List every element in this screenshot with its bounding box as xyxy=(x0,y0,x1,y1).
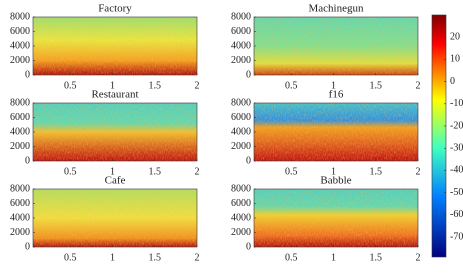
colorbar-tick-label: -70 xyxy=(450,231,463,242)
panel-title: Factory xyxy=(98,3,132,15)
y-tick-label: 0 xyxy=(25,69,30,80)
panel-title: f16 xyxy=(329,89,344,101)
y-tick-label: 2000 xyxy=(231,227,251,238)
spectrogram-grain xyxy=(254,189,418,247)
y-tick-label: 6000 xyxy=(10,112,30,123)
panel-title: Restaurant xyxy=(91,89,138,101)
colorbar-tick-label: -50 xyxy=(450,187,463,198)
panel-title: Babble xyxy=(320,175,351,187)
x-tick-label: 2 xyxy=(416,80,421,91)
y-tick-label: 0 xyxy=(25,241,30,252)
y-tick-label: 0 xyxy=(25,155,30,166)
y-tick-label: 8000 xyxy=(10,97,30,108)
x-tick-label: 1 xyxy=(110,166,115,177)
y-tick-label: 6000 xyxy=(10,26,30,37)
y-tick-label: 0 xyxy=(246,69,251,80)
spectrogram-grain xyxy=(254,103,418,161)
y-tick-label: 0 xyxy=(246,241,251,252)
y-tick-label: 6000 xyxy=(231,26,251,37)
y-tick-label: 4000 xyxy=(231,40,251,51)
y-tick-label: 8000 xyxy=(10,183,30,194)
y-tick-label: 8000 xyxy=(10,11,30,22)
panel-title: Cafe xyxy=(105,175,126,187)
x-tick-label: 1 xyxy=(110,252,115,263)
x-tick-label: 2 xyxy=(195,166,200,177)
x-tick-label: 0.5 xyxy=(64,252,77,263)
x-tick-label: 1.5 xyxy=(369,166,382,177)
x-tick-label: 1.5 xyxy=(369,80,382,91)
colorbar-tick-label: -40 xyxy=(450,165,463,176)
y-tick-label: 6000 xyxy=(10,198,30,209)
y-tick-label: 6000 xyxy=(231,112,251,123)
x-tick-label: 1 xyxy=(331,166,336,177)
x-tick-label: 1 xyxy=(331,80,336,91)
x-tick-label: 2 xyxy=(195,80,200,91)
colorbar-tick-label: -20 xyxy=(450,120,463,131)
y-tick-label: 8000 xyxy=(231,183,251,194)
colorbar-tick-label: -60 xyxy=(450,209,463,220)
x-tick-label: 2 xyxy=(416,252,421,263)
x-tick-label: 1.5 xyxy=(369,252,382,263)
colorbar xyxy=(431,14,447,258)
spectrogram-grain xyxy=(254,17,418,75)
colorbar-tick-label: -30 xyxy=(450,143,463,154)
panel-title: Machinegun xyxy=(309,3,364,15)
y-tick-label: 4000 xyxy=(10,212,30,223)
y-tick-label: 6000 xyxy=(231,198,251,209)
y-tick-label: 2000 xyxy=(10,141,30,152)
y-tick-label: 2000 xyxy=(231,55,251,66)
spectrogram-grain xyxy=(33,103,197,161)
y-tick-label: 4000 xyxy=(10,40,30,51)
x-tick-label: 1.5 xyxy=(148,80,161,91)
y-tick-label: 8000 xyxy=(231,11,251,22)
y-tick-label: 2000 xyxy=(10,227,30,238)
colorbar-tick-label: -10 xyxy=(450,98,463,109)
spectrogram-grain xyxy=(33,17,197,75)
spectrogram-grain xyxy=(33,189,197,247)
y-tick-label: 2000 xyxy=(231,141,251,152)
y-tick-label: 0 xyxy=(246,155,251,166)
x-tick-label: 1 xyxy=(331,252,336,263)
x-tick-label: 0.5 xyxy=(285,80,298,91)
y-tick-label: 4000 xyxy=(10,126,30,137)
y-tick-label: 2000 xyxy=(10,55,30,66)
x-tick-label: 1 xyxy=(110,80,115,91)
x-tick-label: 2 xyxy=(416,166,421,177)
colorbar-tick-label: 20 xyxy=(450,31,460,42)
colorbar-tick-label: 10 xyxy=(450,54,460,65)
x-tick-label: 0.5 xyxy=(285,252,298,263)
x-tick-label: 0.5 xyxy=(285,166,298,177)
x-tick-label: 0.5 xyxy=(64,166,77,177)
x-tick-label: 0.5 xyxy=(64,80,77,91)
x-tick-label: 1.5 xyxy=(148,252,161,263)
x-tick-label: 1.5 xyxy=(148,166,161,177)
x-tick-label: 2 xyxy=(195,252,200,263)
y-tick-label: 8000 xyxy=(231,97,251,108)
y-tick-label: 4000 xyxy=(231,126,251,137)
y-tick-label: 4000 xyxy=(231,212,251,223)
colorbar-tick-label: 0 xyxy=(450,76,455,87)
